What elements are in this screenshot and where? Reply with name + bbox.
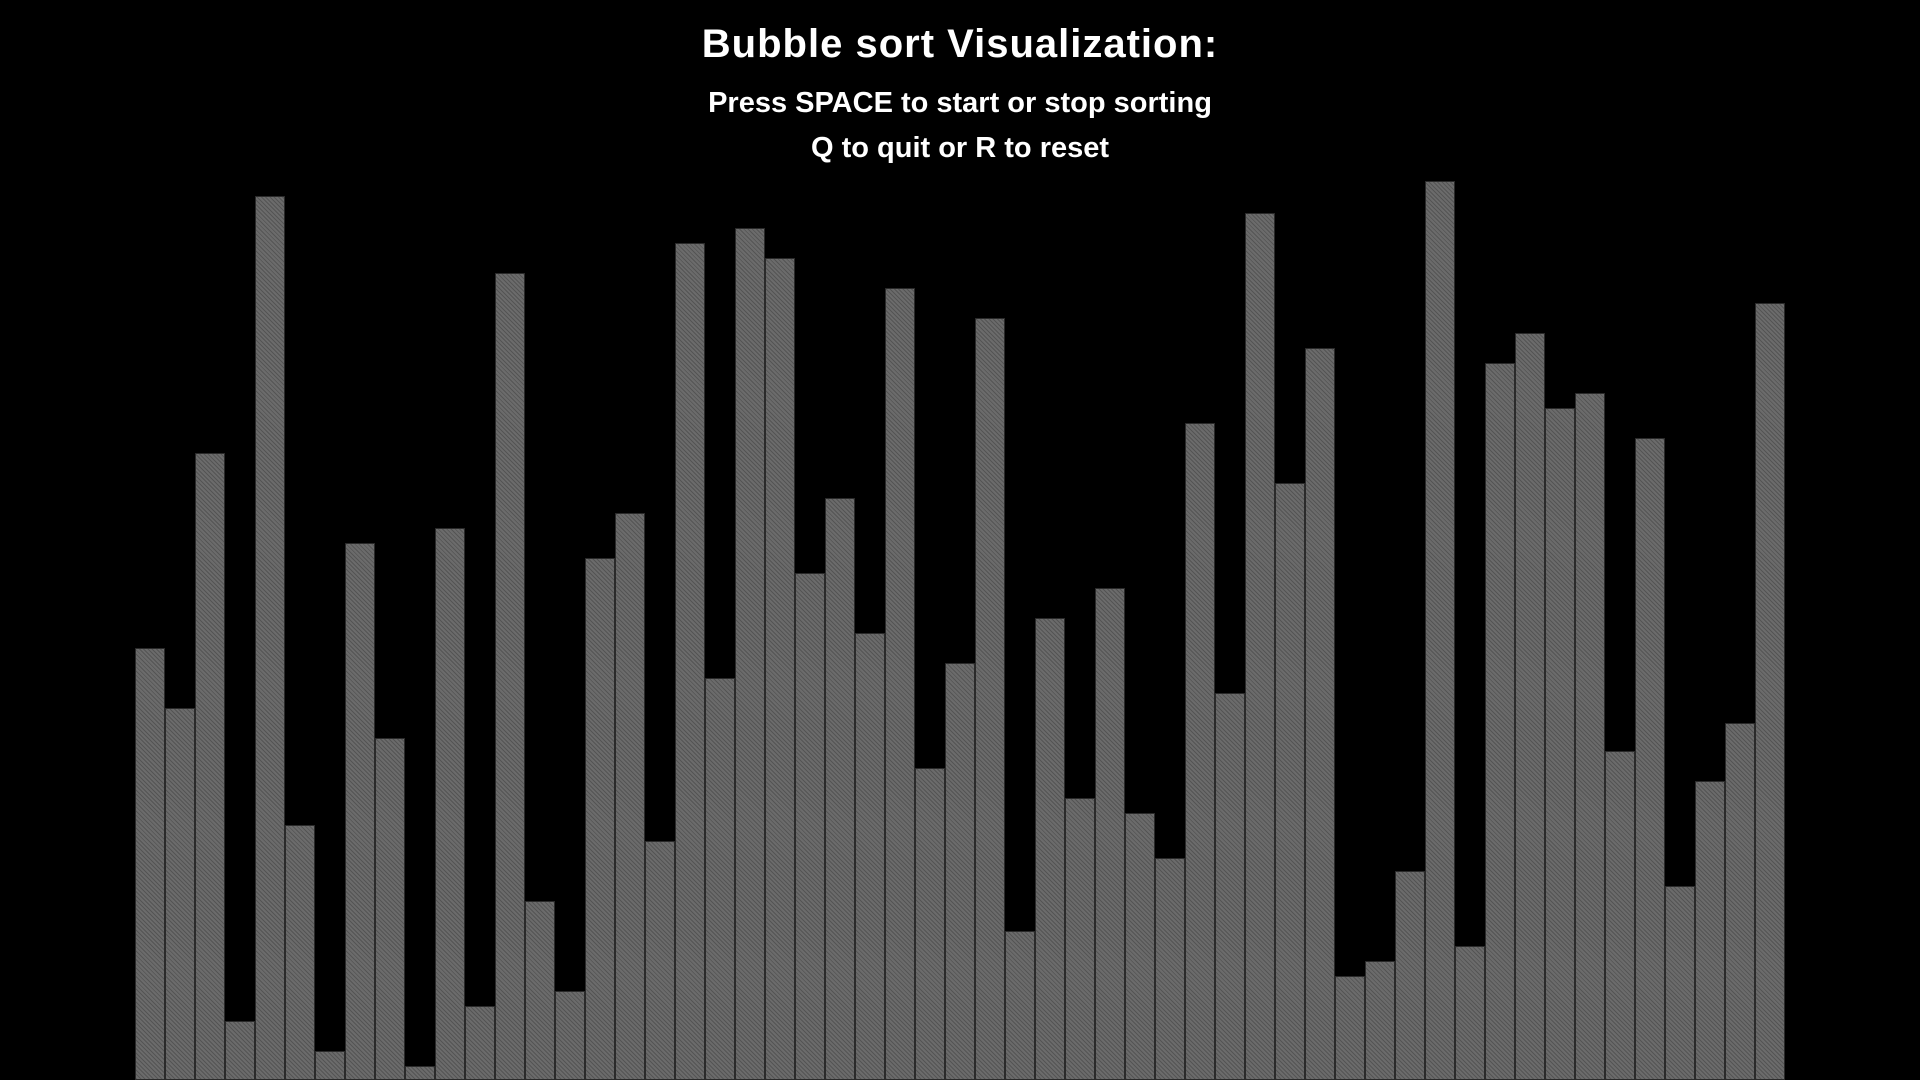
bar-35 xyxy=(1185,423,1215,1080)
bar-24 xyxy=(855,633,885,1080)
bar-52 xyxy=(1695,781,1725,1080)
bar-9 xyxy=(405,1066,435,1080)
bar-8 xyxy=(375,738,405,1080)
bar-4 xyxy=(255,196,285,1080)
bar-53 xyxy=(1725,723,1755,1080)
bar-49 xyxy=(1605,751,1635,1080)
instructions-quit-reset: Q to quit or R to reset xyxy=(810,132,1110,164)
bar-28 xyxy=(975,318,1005,1080)
bar-3 xyxy=(225,1021,255,1080)
bar-34 xyxy=(1155,858,1185,1080)
bar-43 xyxy=(1425,181,1455,1080)
bar-12 xyxy=(495,273,525,1080)
bar-6 xyxy=(315,1051,345,1080)
bar-1 xyxy=(165,708,195,1080)
bar-50 xyxy=(1635,438,1665,1080)
bar-17 xyxy=(645,841,675,1080)
bar-33 xyxy=(1125,813,1155,1080)
bar-46 xyxy=(1515,333,1545,1080)
instructions-start-stop: Press SPACE to start or stop sorting xyxy=(708,87,1212,119)
bar-0 xyxy=(135,648,165,1080)
bar-26 xyxy=(915,768,945,1080)
bar-14 xyxy=(555,991,585,1080)
bar-7 xyxy=(345,543,375,1080)
bar-2 xyxy=(195,453,225,1080)
bar-13 xyxy=(525,901,555,1080)
bar-20 xyxy=(735,228,765,1080)
bar-45 xyxy=(1485,363,1515,1080)
bar-30 xyxy=(1035,618,1065,1080)
bar-5 xyxy=(285,825,315,1080)
bar-23 xyxy=(825,498,855,1080)
bar-19 xyxy=(705,678,735,1080)
bar-44 xyxy=(1455,946,1485,1080)
bar-48 xyxy=(1575,393,1605,1080)
bar-36 xyxy=(1215,693,1245,1080)
bar-25 xyxy=(885,288,915,1080)
page-title: Bubble sort Visualization: xyxy=(701,22,1219,66)
bar-54 xyxy=(1755,303,1785,1080)
bar-38 xyxy=(1275,483,1305,1080)
bar-22 xyxy=(795,573,825,1080)
bar-16 xyxy=(615,513,645,1080)
bar-21 xyxy=(765,258,795,1080)
bar-15 xyxy=(585,558,615,1080)
bar-41 xyxy=(1365,961,1395,1080)
bar-51 xyxy=(1665,886,1695,1080)
bar-18 xyxy=(675,243,705,1080)
bar-47 xyxy=(1545,408,1575,1080)
bar-31 xyxy=(1065,798,1095,1080)
bar-40 xyxy=(1335,976,1365,1080)
bar-29 xyxy=(1005,931,1035,1080)
bar-11 xyxy=(465,1006,495,1080)
bar-27 xyxy=(945,663,975,1080)
bar-10 xyxy=(435,528,465,1080)
bar-32 xyxy=(1095,588,1125,1080)
bar-39 xyxy=(1305,348,1335,1080)
bar-37 xyxy=(1245,213,1275,1080)
bar-42 xyxy=(1395,871,1425,1080)
